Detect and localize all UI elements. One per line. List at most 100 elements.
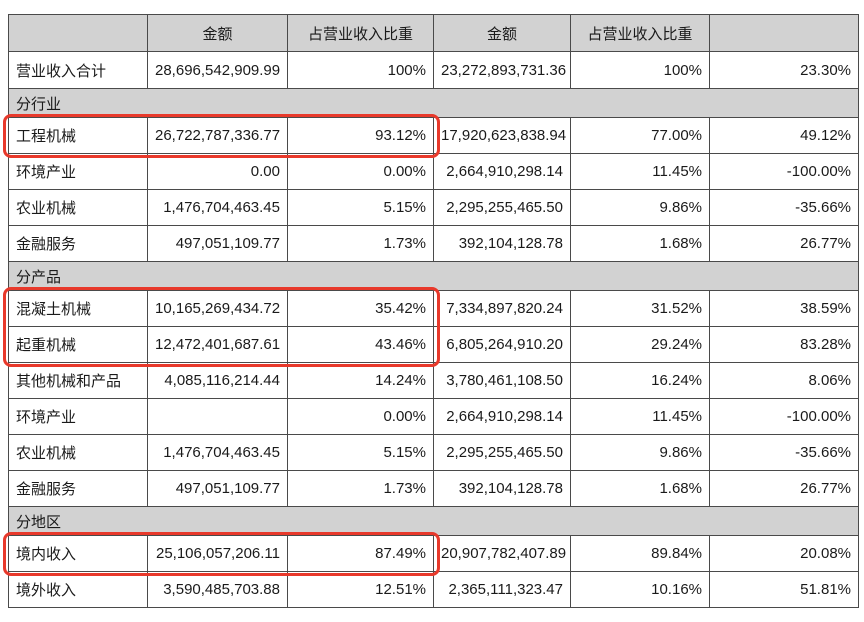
table-row: 农业机械 1,476,704,463.45 5.15% 2,295,255,465.5… xyxy=(8,189,859,226)
section-row: 分行业 xyxy=(8,88,859,118)
amount-cell: 10,165,269,434.72 xyxy=(147,290,288,327)
column-header xyxy=(709,14,859,52)
amount-cell: 23,272,893,731.36 xyxy=(433,51,571,89)
column-header: 金额 xyxy=(147,14,288,52)
percent-cell: 12.51% xyxy=(287,571,434,608)
column-header: 占营业收入比重 xyxy=(570,14,710,52)
table-row: 营业收入合计 28,696,542,909.99 100% 23,272,893,73… xyxy=(8,51,859,89)
amount-cell: 497,051,109.77 xyxy=(147,470,288,507)
table-row: 其他机械和产品 4,085,116,214.44 14.24% 3,780,461,1… xyxy=(8,362,859,399)
row-label-cell: 农业机械 xyxy=(8,434,148,471)
percent-cell: 31.52% xyxy=(570,290,710,327)
percent-cell: 93.12% xyxy=(287,117,434,154)
percent-cell: 26.77% xyxy=(709,225,859,262)
amount-cell: 392,104,128.78 xyxy=(433,470,571,507)
amount-cell: 2,295,255,465.50 xyxy=(433,189,571,226)
amount-cell: 7,334,897,820.24 xyxy=(433,290,571,327)
percent-cell: -100.00% xyxy=(709,398,859,435)
percent-cell: -100.00% xyxy=(709,153,859,190)
percent-cell: 10.16% xyxy=(570,571,710,608)
percent-cell: 11.45% xyxy=(570,398,710,435)
amount-cell: 6,805,264,910.20 xyxy=(433,326,571,363)
amount-cell: 12,472,401,687.61 xyxy=(147,326,288,363)
amount-cell: 0.00 xyxy=(147,153,288,190)
section-label: 分地区 xyxy=(8,506,859,536)
section-label: 分产品 xyxy=(8,261,859,291)
column-header: 占营业收入比重 xyxy=(287,14,434,52)
table-header-row: 金额 占营业收入比重 金额 占营业收入比重 xyxy=(8,14,859,52)
table-row: 境内收入 25,106,057,206.11 87.49% 20,907,782,40… xyxy=(8,535,859,572)
table-row: 金融服务 497,051,109.77 1.73% 392,104,128.78 1.6… xyxy=(8,225,859,262)
percent-cell: 1.68% xyxy=(570,470,710,507)
table-row: 环境产业 0.00% 2,664,910,298.14 11.45% -100.00% xyxy=(8,398,859,435)
percent-cell: 11.45% xyxy=(570,153,710,190)
table-row: 起重机械 12,472,401,687.61 43.46% 6,805,264,910… xyxy=(8,326,859,363)
amount-cell: 2,295,255,465.50 xyxy=(433,434,571,471)
amount-cell: 1,476,704,463.45 xyxy=(147,434,288,471)
percent-cell: 9.86% xyxy=(570,189,710,226)
percent-cell: 35.42% xyxy=(287,290,434,327)
percent-cell: 20.08% xyxy=(709,535,859,572)
percent-cell: 100% xyxy=(287,51,434,89)
percent-cell: 87.49% xyxy=(287,535,434,572)
amount-cell: 2,664,910,298.14 xyxy=(433,153,571,190)
section-row: 分产品 xyxy=(8,261,859,291)
percent-cell: 16.24% xyxy=(570,362,710,399)
amount-cell: 497,051,109.77 xyxy=(147,225,288,262)
percent-cell: 83.28% xyxy=(709,326,859,363)
row-label-cell: 其他机械和产品 xyxy=(8,362,148,399)
percent-cell: 51.81% xyxy=(709,571,859,608)
percent-cell: 77.00% xyxy=(570,117,710,154)
row-label-cell: 农业机械 xyxy=(8,189,148,226)
row-label-cell: 境内收入 xyxy=(8,535,148,572)
row-label-cell: 起重机械 xyxy=(8,326,148,363)
percent-cell: 49.12% xyxy=(709,117,859,154)
table-row: 农业机械 1,476,704,463.45 5.15% 2,295,255,465.5… xyxy=(8,434,859,471)
revenue-breakdown-table: 金额 占营业收入比重 金额 占营业收入比重 营业收入合计 28,696,542,909.… xyxy=(8,14,859,608)
table-row: 境外收入 3,590,485,703.88 12.51% 2,365,111,323.… xyxy=(8,571,859,608)
percent-cell: 8.06% xyxy=(709,362,859,399)
percent-cell: 100% xyxy=(570,51,710,89)
row-label-cell: 金融服务 xyxy=(8,470,148,507)
amount-cell: 25,106,057,206.11 xyxy=(147,535,288,572)
row-label-cell: 混凝土机械 xyxy=(8,290,148,327)
section-row: 分地区 xyxy=(8,506,859,536)
row-label-cell: 环境产业 xyxy=(8,398,148,435)
percent-cell: 26.77% xyxy=(709,470,859,507)
percent-cell: 1.68% xyxy=(570,225,710,262)
table-row: 金融服务 497,051,109.77 1.73% 392,104,128.78 1.6… xyxy=(8,470,859,507)
amount-cell: 392,104,128.78 xyxy=(433,225,571,262)
row-label-cell: 境外收入 xyxy=(8,571,148,608)
column-header xyxy=(8,14,148,52)
amount-cell: 20,907,782,407.89 xyxy=(433,535,571,572)
amount-cell: 3,590,485,703.88 xyxy=(147,571,288,608)
amount-cell: 3,780,461,108.50 xyxy=(433,362,571,399)
percent-cell: 29.24% xyxy=(570,326,710,363)
percent-cell: -35.66% xyxy=(709,189,859,226)
percent-cell: 43.46% xyxy=(287,326,434,363)
amount-cell: 1,476,704,463.45 xyxy=(147,189,288,226)
amount-cell: 17,920,623,838.94 xyxy=(433,117,571,154)
row-label-cell: 工程机械 xyxy=(8,117,148,154)
section-label: 分行业 xyxy=(8,88,859,118)
percent-cell: 1.73% xyxy=(287,225,434,262)
percent-cell: 5.15% xyxy=(287,434,434,471)
amount-cell xyxy=(147,398,288,435)
percent-cell: 5.15% xyxy=(287,189,434,226)
table-row: 工程机械 26,722,787,336.77 93.12% 17,920,623,83… xyxy=(8,117,859,154)
row-label-cell: 环境产业 xyxy=(8,153,148,190)
percent-cell: -35.66% xyxy=(709,434,859,471)
table-row: 环境产业 0.00 0.00% 2,664,910,298.14 11.45% -100.… xyxy=(8,153,859,190)
amount-cell: 26,722,787,336.77 xyxy=(147,117,288,154)
percent-cell: 23.30% xyxy=(709,51,859,89)
column-header: 金额 xyxy=(433,14,571,52)
percent-cell: 38.59% xyxy=(709,290,859,327)
percent-cell: 9.86% xyxy=(570,434,710,471)
percent-cell: 14.24% xyxy=(287,362,434,399)
amount-cell: 2,365,111,323.47 xyxy=(433,571,571,608)
amount-cell: 4,085,116,214.44 xyxy=(147,362,288,399)
percent-cell: 0.00% xyxy=(287,398,434,435)
row-label-cell: 金融服务 xyxy=(8,225,148,262)
amount-cell: 2,664,910,298.14 xyxy=(433,398,571,435)
